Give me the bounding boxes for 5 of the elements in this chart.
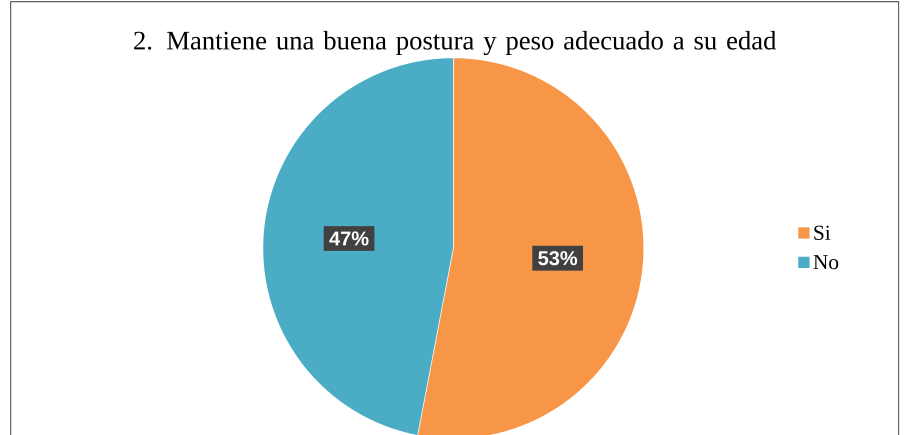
legend-label: No [814, 255, 838, 270]
data-label: 47% [329, 231, 369, 246]
data-label: 53% [538, 251, 578, 266]
legend-label: Si [814, 226, 830, 240]
chart-title: 2. Mantiene una buena postura y peso adecuado a su edad [134, 30, 776, 56]
